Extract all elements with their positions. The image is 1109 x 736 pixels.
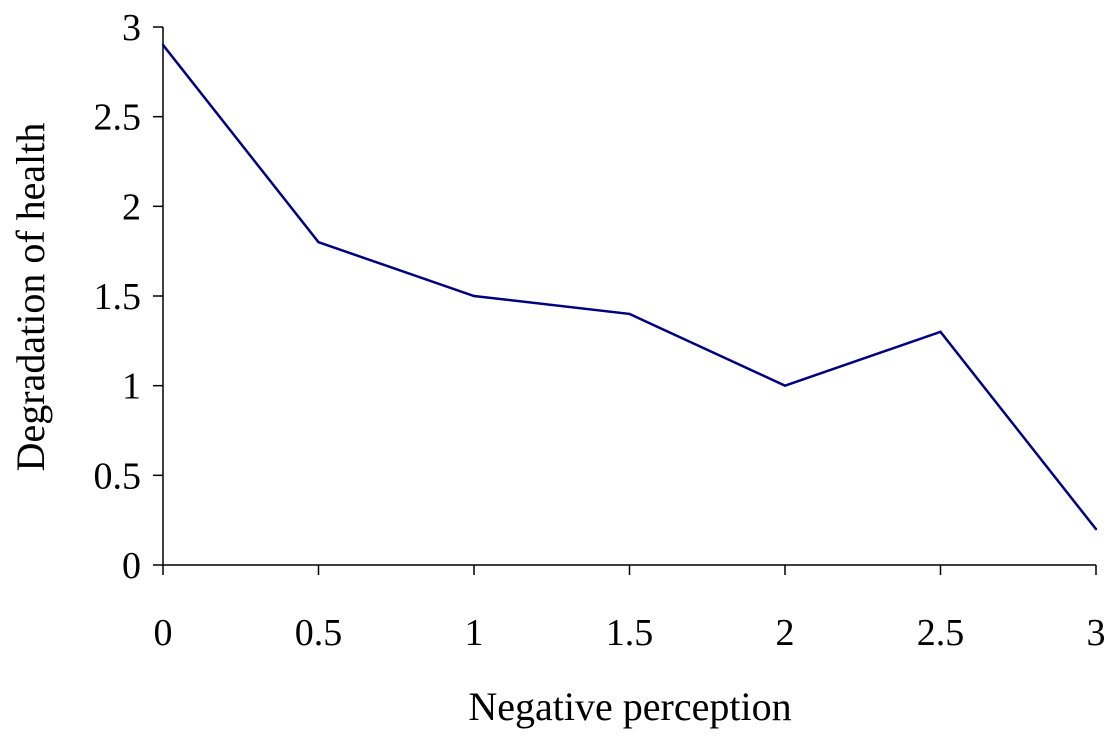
x-tick-label: 0.5 xyxy=(295,612,343,654)
y-tick-label: 1.5 xyxy=(94,276,142,318)
y-tick-label: 0.5 xyxy=(94,455,142,497)
y-tick-label: 1 xyxy=(122,366,141,408)
data-point xyxy=(472,294,476,298)
data-point xyxy=(161,43,165,47)
x-tick-label: 3 xyxy=(1087,612,1106,654)
data-point xyxy=(317,241,320,244)
y-tick-label: 0 xyxy=(122,545,141,587)
x-tick-label: 0 xyxy=(154,612,173,654)
x-tick-label: 1.5 xyxy=(606,612,654,654)
data-point xyxy=(783,384,787,387)
data-point xyxy=(939,330,942,334)
x-tick-label: 2.5 xyxy=(917,612,965,654)
y-axis-title: Degradation of health xyxy=(8,123,53,472)
y-tick-label: 2 xyxy=(122,186,141,228)
series-line xyxy=(162,44,1097,530)
ticks: 0 0.5 1 1.5 2 2.5 3 0 0.5 1 1.5 2 2.5 3 xyxy=(94,7,1106,654)
y-tick-label: 3 xyxy=(122,7,141,49)
x-axis-title: Negative perception xyxy=(468,684,791,729)
x-tick-label: 2 xyxy=(776,612,795,654)
x-tick-label: 1 xyxy=(465,612,484,654)
y-tick-label: 2.5 xyxy=(94,97,142,139)
axes xyxy=(162,27,1096,566)
data-point xyxy=(1094,527,1098,531)
series-layer xyxy=(161,43,1098,531)
data-point xyxy=(628,312,631,316)
